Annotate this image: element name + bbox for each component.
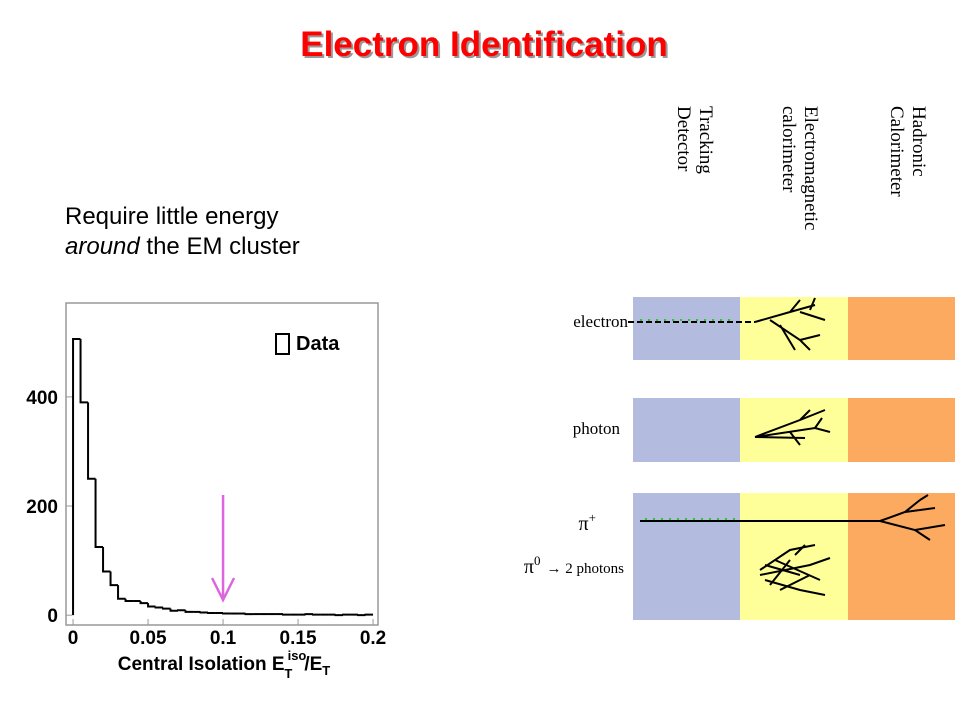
y-tick-label: 0 (47, 606, 58, 627)
xlabel-sub: T (284, 666, 292, 681)
had-box (848, 398, 955, 462)
xlabel-tail: /E (304, 654, 322, 675)
plot-frame (65, 302, 379, 626)
histogram-bin (162, 607, 171, 610)
pi-zero: π (524, 556, 534, 578)
text-line: around the EM cluster (65, 233, 300, 260)
x-tick-label: 0.2 (360, 628, 386, 649)
tracker-box (633, 398, 740, 462)
pi-zero-rest: → 2 photons (546, 561, 624, 577)
x-tick-label: 0.15 (280, 628, 317, 649)
row-label: electron (573, 312, 628, 331)
histogram-bin (124, 598, 134, 602)
had-box (848, 297, 955, 360)
em-box (740, 493, 848, 620)
histogram-bin (109, 571, 119, 587)
histogram-bin (139, 600, 149, 605)
histogram-bin (342, 613, 351, 616)
title-shadow: Electron Identification (302, 27, 670, 66)
title: Electron Identification (300, 25, 668, 64)
histogram-bin (79, 339, 89, 404)
em-shower (754, 297, 826, 351)
had-box (848, 493, 955, 620)
histogram-bin (117, 585, 126, 600)
cut-arrow (210, 495, 236, 603)
histogram-bin (199, 611, 209, 614)
pi-plus: π (579, 513, 589, 535)
xlabel-main: Central Isolation E (118, 654, 285, 675)
histogram-bin (364, 613, 374, 616)
histogram-bin (282, 613, 291, 616)
column-label: Tracking (695, 106, 716, 174)
histogram-bin (177, 609, 186, 612)
histogram-bin (222, 612, 231, 615)
column-label: Hadronic (908, 106, 929, 177)
histogram-bin (312, 613, 321, 616)
y-tick-label: 400 (26, 388, 58, 409)
xlabel-tail-sub: T (322, 663, 330, 678)
column-label: Calorimeter (886, 106, 907, 197)
histogram-bin (244, 613, 254, 616)
histogram-bin (357, 614, 366, 617)
detector-rows (633, 297, 955, 620)
column-label: Detector (673, 106, 694, 172)
xlabel-sup: iso (288, 648, 307, 663)
text-line: Require little energy (65, 203, 278, 230)
x-tick-label: 0.05 (130, 628, 167, 649)
tracks (628, 297, 946, 596)
x-tick-label: 0 (68, 628, 79, 649)
histogram-bin (184, 610, 194, 613)
column-label: calorimeter (778, 106, 799, 193)
row-label: π+ (579, 510, 596, 535)
histogram-bin (87, 402, 96, 480)
legend-box (275, 333, 290, 355)
histogram-bin (154, 606, 164, 609)
pi-zero-sup: 0 (534, 553, 541, 568)
histogram-bin (304, 613, 314, 616)
em-box (740, 398, 848, 462)
y-tick-label: 200 (26, 497, 58, 518)
column-label: Electromagnetic (800, 106, 821, 231)
x-tick-label: 0.1 (210, 628, 237, 649)
histogram-bin (207, 611, 216, 614)
text-rest: the EM cluster (146, 233, 299, 260)
histogram-bin (334, 614, 344, 617)
tracker-box (633, 493, 740, 620)
histogram-bin (147, 603, 156, 608)
photon-shower (754, 409, 831, 446)
tracker-box (633, 297, 740, 360)
row-label: π0 → 2 photons (524, 553, 624, 578)
text-italic: around (65, 233, 140, 260)
had-shower (879, 494, 946, 541)
histogram-bin (169, 608, 179, 612)
histogram-bin (94, 478, 104, 548)
row-label: photon (573, 419, 621, 438)
pi-plus-sup: + (589, 510, 596, 525)
legend-label: Data (296, 333, 340, 355)
histogram-bin (102, 546, 111, 573)
histogram-bin (72, 338, 81, 616)
pi0-shower (759, 544, 831, 596)
